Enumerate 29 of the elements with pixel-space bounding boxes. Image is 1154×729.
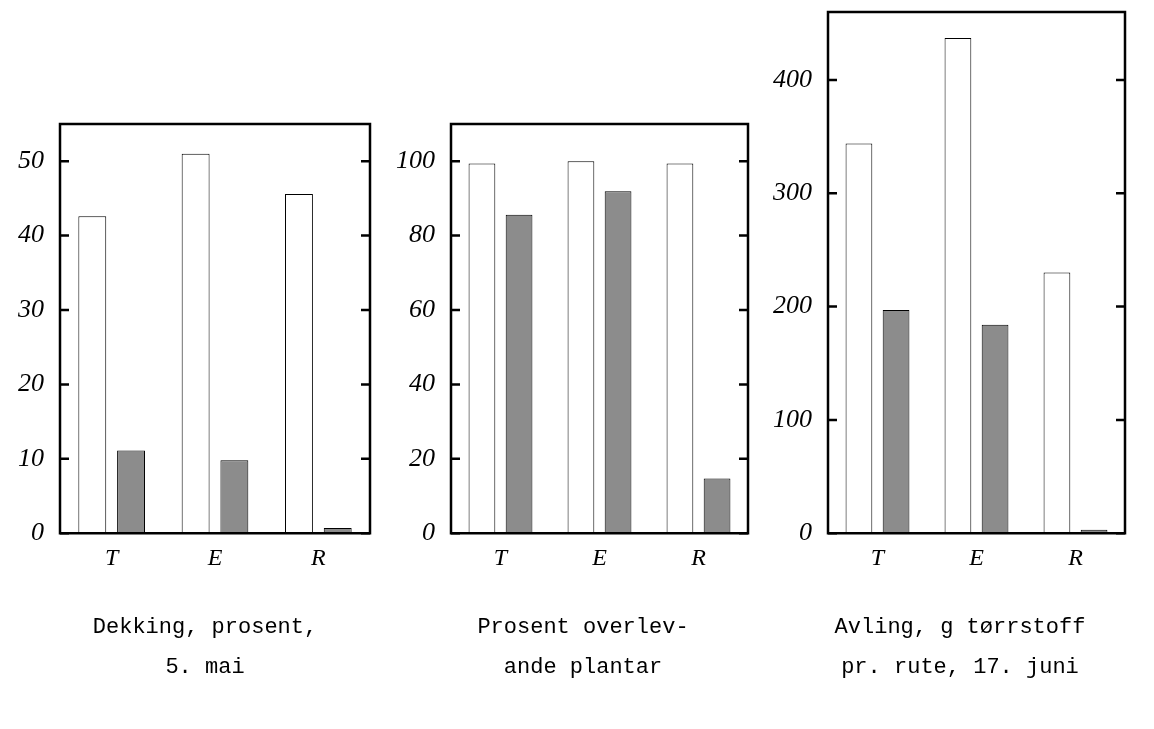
text: Prosent overlev- ande plantar [476,614,690,682]
y-tick-label: 0 [31,517,44,547]
x-tick-label: T [104,543,120,570]
x-tick-label: E [591,543,608,570]
x-tick-label: E [968,543,985,570]
y-tick-label: 10 [18,442,44,472]
y-tick-label: 300 [772,177,812,207]
y-tick-label: 400 [773,63,812,93]
y-tick-label: 100 [773,403,812,433]
y-tick-label: 50 [18,145,44,175]
y-tick-label: 20 [409,442,435,472]
x-tick-label: T [870,543,886,570]
x-tick-label: R [310,543,326,570]
y-tick-label: 20 [18,368,44,398]
y-tick-label: 0 [422,517,435,547]
x-tick-label: R [690,543,707,570]
text: Dekking, prosent, 5. mai [91,614,319,682]
y-tick-label: 80 [409,219,435,249]
x-tick-label: T [493,543,509,570]
y-tick-label: 100 [396,145,435,175]
x-tick-label: R [1067,543,1084,570]
y-tick-label: 60 [409,293,435,323]
y-tick-label: 30 [17,293,44,323]
text: Avling, g tørrstoff pr. rute, 17. juni [833,614,1087,682]
y-tick-label: 0 [799,517,812,547]
y-tick-label: 200 [773,290,812,320]
y-tick-label: 40 [18,219,44,249]
x-tick-label: E [206,543,223,570]
y-tick-label: 40 [409,368,435,398]
